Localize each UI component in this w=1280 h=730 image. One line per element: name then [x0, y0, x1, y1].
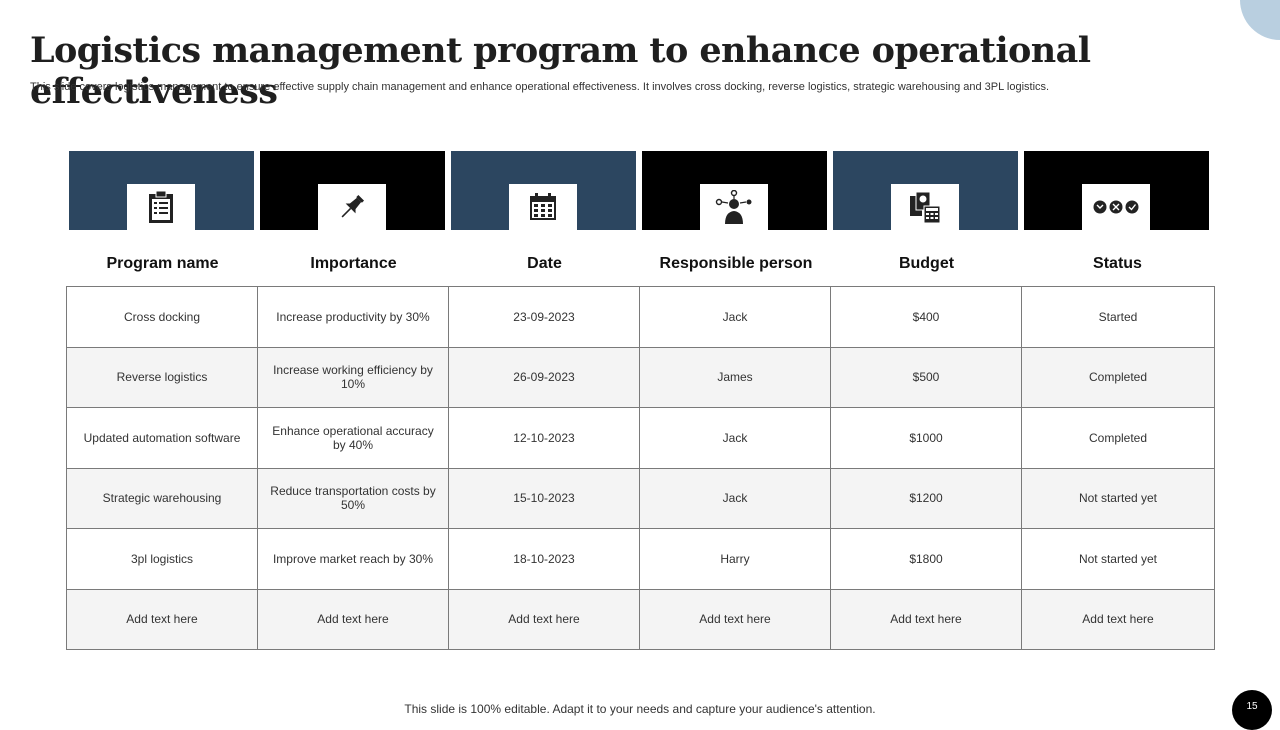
pushpin-icon — [341, 194, 365, 218]
table-cell: 15-10-2023 — [448, 467, 640, 529]
table-cell: $1800 — [830, 528, 1022, 590]
table-row: Add text here Add text here Add text her… — [66, 588, 1215, 650]
table-cell: Reverse logistics — [66, 346, 258, 408]
table-row: Reverse logistics Increase working effic… — [66, 346, 1215, 408]
table-cell: Jack — [639, 467, 831, 529]
table-cell: Reduce transportation costs by 50% — [257, 467, 449, 529]
person-network-icon — [715, 190, 752, 224]
column-header: Program name — [106, 254, 219, 272]
table-cell: $500 — [830, 346, 1022, 408]
header-block-program — [69, 151, 254, 230]
table-cell: 12-10-2023 — [448, 407, 640, 469]
table-cell: Harry — [639, 528, 831, 590]
page-title: Logistics management program to enhance … — [30, 30, 1091, 112]
table-cell: 23-09-2023 — [448, 286, 640, 348]
table-cell: $1200 — [830, 467, 1022, 529]
program-table: Cross docking Increase productivity by 3… — [66, 286, 1215, 650]
table-cell: Add text here — [257, 588, 449, 650]
table-cell: Not started yet — [1021, 528, 1215, 590]
header-block-date — [451, 151, 636, 230]
table-cell: Updated automation software — [66, 407, 258, 469]
table-row: Updated automation software Enhance oper… — [66, 407, 1215, 469]
table-cell: Add text here — [830, 588, 1022, 650]
table-cell: Add text here — [1021, 588, 1215, 650]
column-headers: Program name Importance Date Responsible… — [67, 240, 1213, 286]
table-cell: Add text here — [448, 588, 640, 650]
column-header: Status — [1093, 254, 1142, 272]
table-cell: Completed — [1021, 346, 1215, 408]
table-cell: Enhance operational accuracy by 40% — [257, 407, 449, 469]
table-cell: $400 — [830, 286, 1022, 348]
page-subtitle: This slide covers logistics management t… — [30, 81, 1050, 93]
status-circles-icon — [1093, 200, 1139, 214]
table-cell: Jack — [639, 286, 831, 348]
column-header: Importance — [310, 254, 397, 272]
clipboard-checklist-icon — [149, 190, 173, 223]
money-calculator-icon — [910, 191, 941, 224]
column-header: Budget — [898, 254, 955, 272]
header-block-status — [1024, 151, 1209, 230]
header-blocks — [69, 151, 1209, 230]
table-cell: Increase working efficiency by 10% — [257, 346, 449, 408]
column-header: Responsible person — [659, 254, 813, 272]
table-cell: 18-10-2023 — [448, 528, 640, 590]
table-cell: Completed — [1021, 407, 1215, 469]
table-cell: 26-09-2023 — [448, 346, 640, 408]
header-block-budget — [833, 151, 1018, 230]
footer-note: This slide is 100% editable. Adapt it to… — [404, 702, 876, 716]
header-block-person — [642, 151, 827, 230]
table-cell: Increase productivity by 30% — [257, 286, 449, 348]
header-block-importance — [260, 151, 445, 230]
table-cell: Cross docking — [66, 286, 258, 348]
table-cell: James — [639, 346, 831, 408]
table-row: 3pl logistics Improve market reach by 30… — [66, 528, 1215, 590]
table-cell: Not started yet — [1021, 467, 1215, 529]
page-number: 15 — [1232, 690, 1272, 730]
table-cell: Improve market reach by 30% — [257, 528, 449, 590]
table-row: Cross docking Increase productivity by 3… — [66, 286, 1215, 348]
table-cell: Started — [1021, 286, 1215, 348]
table-cell: 3pl logistics — [66, 528, 258, 590]
calendar-icon — [530, 193, 556, 220]
table-row: Strategic warehousing Reduce transportat… — [66, 467, 1215, 529]
table-cell: Add text here — [66, 588, 258, 650]
column-header: Date — [527, 254, 562, 272]
table-cell: Jack — [639, 407, 831, 469]
table-cell: $1000 — [830, 407, 1022, 469]
table-cell: Add text here — [639, 588, 831, 650]
table-cell: Strategic warehousing — [66, 467, 258, 529]
